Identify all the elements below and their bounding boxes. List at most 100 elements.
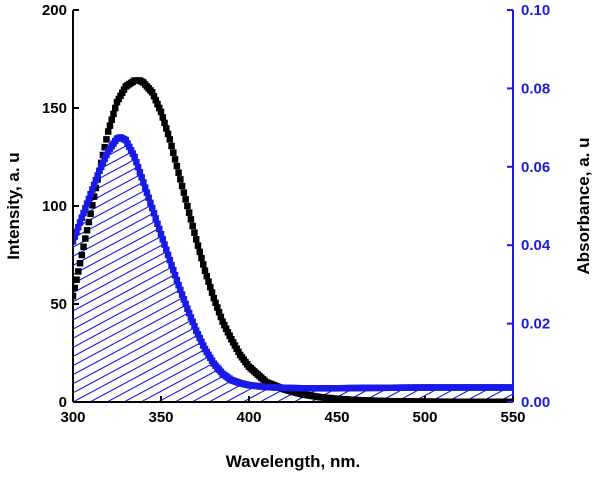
absorbance-point (78, 214, 86, 222)
absorbance-point (152, 215, 159, 222)
y-axis-left-label: Intensity, a. u (4, 152, 23, 259)
absorbance-point (103, 151, 110, 159)
intensity-point (103, 136, 110, 143)
hatch-line (73, 137, 277, 402)
y-right-tick-label: 0.10 (521, 2, 550, 19)
y-right-tick-label: 0.08 (521, 80, 550, 97)
series-intensity (73, 77, 513, 402)
intensity-point (163, 125, 170, 132)
intensity-point (168, 142, 175, 150)
absorbance-point (94, 172, 101, 179)
intensity-point (110, 110, 117, 118)
absorbance-point (96, 167, 103, 174)
x-tick-label: 300 (60, 409, 85, 426)
absorbance-point (89, 186, 96, 193)
hatch-line (361, 137, 513, 402)
intensity-point (148, 89, 156, 96)
absorbance-point (141, 184, 149, 191)
hatch-line (73, 137, 311, 402)
absorbance-point (75, 223, 82, 231)
absorbance-point (83, 200, 91, 207)
absorbance-point (163, 246, 170, 253)
intensity-point (111, 104, 119, 112)
intensity-point (184, 202, 191, 210)
absorbance-point (170, 266, 177, 274)
absorbance-point (145, 194, 152, 202)
hatch-line (378, 137, 513, 402)
intensity-point (178, 182, 186, 190)
hatch-line (327, 137, 513, 402)
absorbance-point (92, 176, 100, 184)
absorbance-point (148, 204, 156, 212)
absorbance-point (199, 342, 207, 349)
intensity-point (205, 278, 212, 285)
hatch-line (73, 137, 513, 402)
absorbance-point (99, 159, 107, 167)
hatch-line (73, 137, 209, 402)
intensity-point (78, 251, 86, 259)
x-tick-label: 400 (236, 409, 261, 426)
intensity-point (85, 218, 93, 226)
absorbance-point (87, 190, 94, 198)
absorbance-point (161, 241, 168, 248)
absorbance-point (126, 143, 133, 151)
hatch-line (73, 137, 362, 402)
intensity-point (201, 267, 209, 274)
intensity-point (171, 156, 179, 163)
intensity-point (177, 176, 184, 183)
absorbance-point (164, 251, 172, 259)
hatch-line (73, 137, 192, 402)
absorbance-point (196, 334, 203, 342)
y-left-tick-label: 100 (42, 198, 67, 215)
intensity-point (159, 114, 167, 121)
intensity-point (509, 398, 513, 402)
y-left-tick-label: 150 (42, 100, 67, 117)
intensity-point (180, 189, 188, 196)
intensity-point (161, 119, 168, 127)
y-right-tick-label: 0.06 (521, 159, 550, 176)
intensity-point (108, 116, 115, 124)
absorbance-point (73, 238, 77, 245)
intensity-point (203, 272, 211, 280)
absorbance-point (101, 155, 108, 163)
axis-ticks: 300 350 400 450 500 550 0 50 100 150 200 0.00 0.02 0.… (42, 2, 551, 426)
intensity-point (154, 100, 161, 108)
absorbance-point (90, 181, 98, 189)
absorbance-point (150, 209, 158, 217)
intensity-point (226, 332, 233, 339)
intensity-point (83, 227, 91, 234)
intensity-point (90, 193, 98, 200)
absorbance-point (85, 195, 93, 203)
absorbance-point (138, 174, 145, 181)
intensity-point (208, 289, 216, 296)
absorbance-point (171, 271, 179, 279)
absorbance-point (129, 150, 137, 157)
intensity-point (198, 254, 205, 262)
intensity-point (73, 284, 79, 292)
intensity-point (104, 128, 112, 135)
absorbance-point (140, 179, 147, 186)
absorbance-point (185, 309, 193, 317)
hatch-line (276, 137, 513, 402)
intensity-point (99, 151, 107, 159)
intensity-point (175, 169, 182, 176)
absorbance-point (173, 276, 181, 284)
absorbance-point (131, 153, 138, 161)
absorbance-point (194, 331, 202, 338)
hatch-line (73, 137, 447, 402)
intensity-point (207, 283, 214, 291)
hatch-line (293, 137, 513, 402)
absorbance-point (134, 163, 142, 171)
hatch-line (73, 137, 294, 402)
absorbance-point (198, 338, 205, 345)
y-right-tick-label: 0.04 (521, 237, 551, 254)
absorbance-point (180, 296, 188, 303)
intensity-point (89, 201, 96, 209)
y-left-tick-label: 200 (42, 2, 67, 19)
intensity-point (80, 243, 87, 251)
absorbance-point (127, 147, 135, 154)
intensity-point (196, 248, 203, 256)
absorbance-point (159, 236, 167, 243)
intensity-point (87, 210, 94, 218)
hatch-line (73, 137, 513, 402)
